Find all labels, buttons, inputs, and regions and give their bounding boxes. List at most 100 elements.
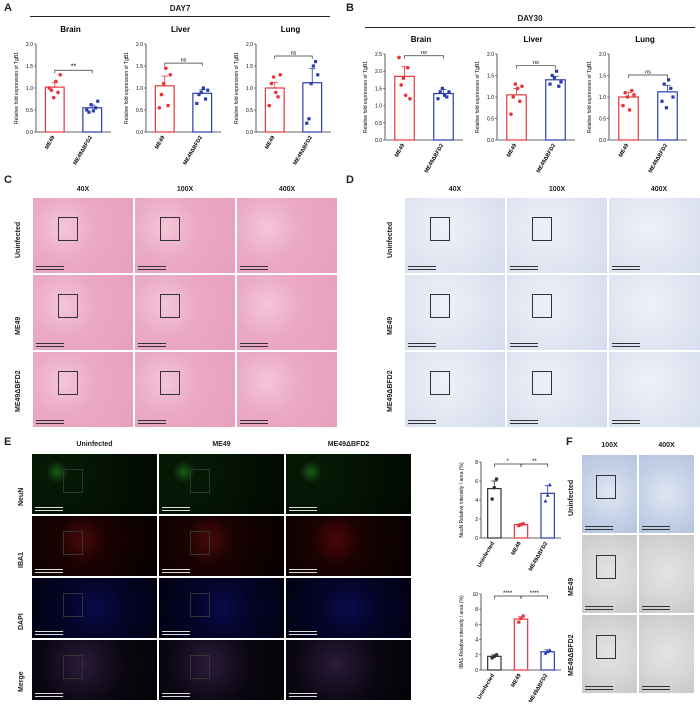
chart-title: Lung [635,35,655,44]
data-point [492,485,497,490]
scale-bar [642,526,670,530]
micrograph-tile [33,275,133,350]
y-tick-label: 0.5 [599,117,606,123]
data-point [517,620,521,624]
data-point [550,73,554,78]
micrograph-tile [639,615,694,693]
data-point [627,108,632,112]
bar [192,92,213,133]
row-label: Uninfected [15,221,22,258]
x-tick-label: ME49ΔBFD2 [72,135,94,166]
chart-title: Liver [523,35,542,44]
y-tick-label: 2 [475,653,478,659]
y-axis-label: Relative fold expression of TgB1 [124,52,130,124]
data-point [669,86,673,90]
data-point [399,83,403,87]
data-point [401,76,406,80]
x-tick-label: Uninfected [477,673,496,701]
data-point [159,92,164,97]
scale-bar [162,631,190,635]
chart-title: Brain [411,35,432,44]
y-tick-label: 10 [472,592,478,598]
zoom-region-box [58,370,78,395]
y-axis-label: Relative fold expression of TgB1 [587,61,593,133]
data-point [203,97,208,101]
data-point [555,69,559,73]
y-tick-label: 1.0 [136,86,143,92]
y-tick-label: 1.0 [599,95,606,101]
scale-bar [612,343,640,347]
row-label: Uninfected [387,221,394,258]
data-point [274,90,278,95]
bar [487,655,502,671]
data-point [276,95,280,99]
micrograph-tile [32,516,157,576]
x-tick-label: ME49ΔBFD2 [528,673,550,702]
zoom-region-box [63,469,84,493]
y-tick-label: 8 [475,460,478,466]
y-tick-label: 0 [475,668,478,674]
y-tick-label: 0.5 [136,108,143,114]
data-point [201,86,205,90]
y-tick-label: 0 [475,536,478,542]
row-label: DAPI [18,613,25,630]
data-point [91,109,95,113]
sig-label: * [506,459,509,465]
column-label: ME49ΔBFD2 [327,441,370,448]
x-tick-label: ME49 [510,673,522,688]
data-point [440,86,444,90]
y-tick-label: 1.5 [375,86,382,92]
micrograph-tile [609,275,700,350]
panel-label-e: E [4,436,12,448]
zoom-region-box [532,370,552,395]
data-point [96,99,100,103]
micrograph-tile [405,352,505,427]
y-axis-label: Relative fold expression of TgB1 [475,61,481,133]
y-tick-label: 2.0 [136,42,143,48]
zoom-region-box [430,370,450,395]
data-point [305,121,309,125]
micrograph-tile [405,275,505,350]
data-point [552,76,556,80]
column-label: ME49 [212,441,231,448]
micrograph-tile [32,454,157,514]
data-point [515,86,520,91]
y-axis-label: IBA1 Relative intensity / area (%) [459,595,465,669]
data-point [408,96,412,101]
data-point [166,103,170,108]
micrograph-tile [32,640,157,700]
y-tick-label: 2.0 [487,52,494,58]
data-point [447,90,451,94]
data-point [494,477,499,481]
y-tick-label: 6 [475,479,478,485]
y-tick-label: 0.0 [599,138,606,144]
row-label: NeuN [18,487,25,506]
data-point [623,90,627,95]
y-tick-label: 1.0 [246,86,253,92]
sig-bracket [404,55,444,59]
data-point [436,97,440,101]
sig-bracket [628,74,668,78]
data-point [47,86,52,90]
panel-label-c: C [4,174,12,186]
x-tick-label: ME49ΔBFD2 [424,143,446,174]
sig-bracket [164,62,203,67]
chart-title: Liver [171,25,190,34]
chart-title: Lung [281,25,301,34]
sig-label: ns [181,58,187,64]
y-tick-label: 0.0 [375,138,382,144]
chart-title: Brain [60,25,81,34]
y-tick-label: 2.0 [599,52,606,58]
data-point [545,649,550,654]
scale-bar [585,526,613,530]
data-point [195,101,199,105]
y-tick-label: 2 [475,517,478,523]
sig-label: ns [645,69,651,75]
row-label: Merge [18,671,25,692]
data-point [157,106,162,110]
y-axis-label: Relative fold expression of TgB1 [363,61,369,133]
bar [487,487,502,539]
sig-bracket [520,463,549,467]
y-tick-label: 0.5 [487,117,494,123]
y-tick-label: 1.5 [487,74,494,80]
